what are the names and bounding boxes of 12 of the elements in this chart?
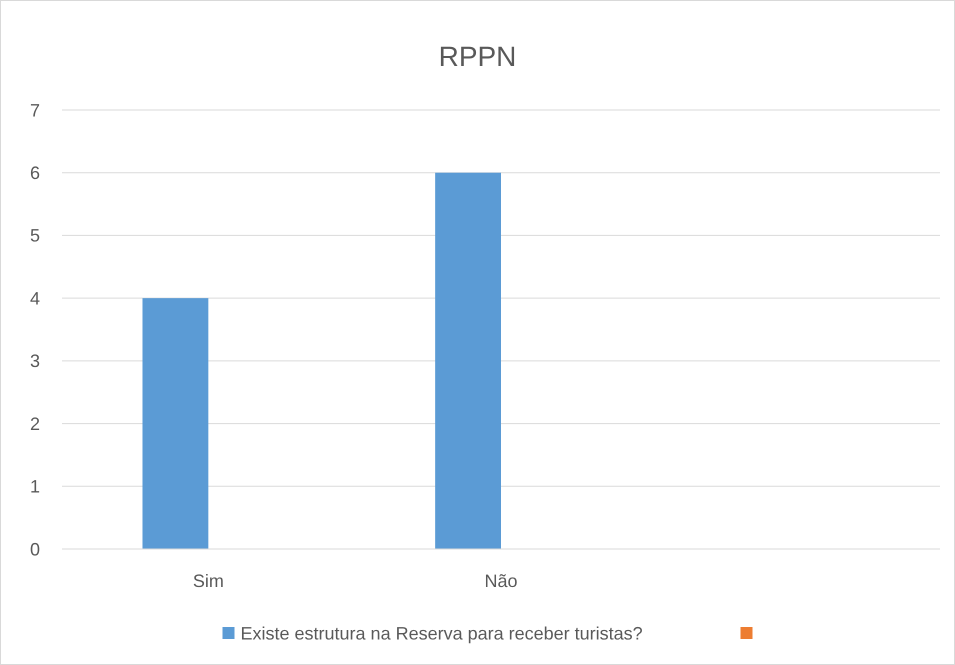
legend-label: Existe estrutura na Reserva para receber turistas? (240, 623, 643, 644)
y-tick-label: 0 (30, 539, 40, 560)
y-tick-label: 4 (30, 288, 40, 308)
y-tick-label: 2 (30, 414, 40, 434)
x-tick-label: Sim (192, 571, 224, 591)
y-tick-label: 7 (30, 100, 40, 120)
y-tick-label: 5 (30, 226, 40, 246)
y-tick-label: 3 (30, 351, 40, 372)
y-tick-label: 6 (30, 163, 40, 184)
chart-title: RPPN (438, 41, 516, 72)
y-tick-label: 1 (30, 476, 40, 497)
x-tick-label: Não (484, 571, 518, 591)
